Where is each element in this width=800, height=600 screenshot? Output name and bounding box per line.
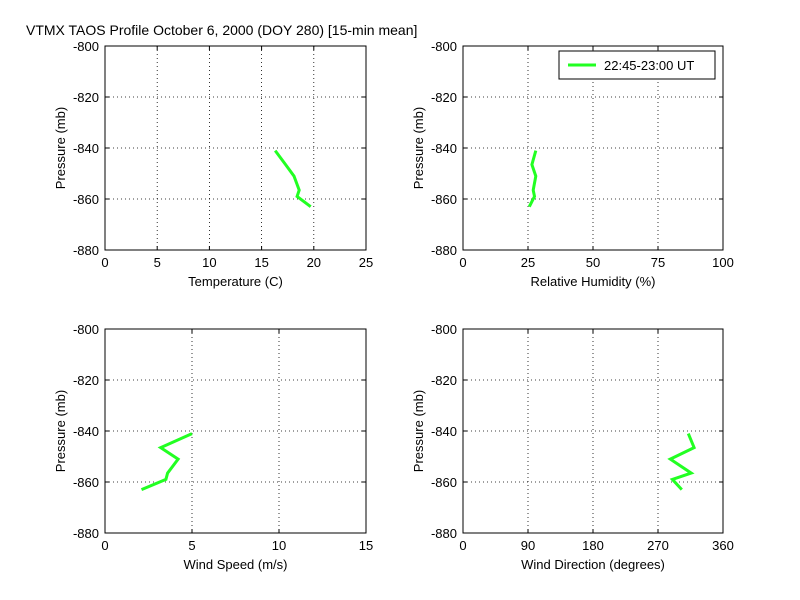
y-tick-label: -800 xyxy=(431,39,457,54)
x-tick-label: 180 xyxy=(582,538,604,553)
x-tick-label: 5 xyxy=(188,538,195,553)
y-tick-label: -880 xyxy=(73,243,99,258)
x-tick-label: 25 xyxy=(521,255,535,270)
x-tick-label: 25 xyxy=(359,255,373,270)
legend-label: 22:45-23:00 UT xyxy=(604,58,694,73)
y-axis-label: Pressure (mb) xyxy=(53,107,68,189)
y-axis-label: Pressure (mb) xyxy=(53,390,68,472)
x-tick-label: 0 xyxy=(459,538,466,553)
y-axis-label: Pressure (mb) xyxy=(411,390,426,472)
x-axis-label: Wind Direction (degrees) xyxy=(521,557,665,572)
y-tick-label: -820 xyxy=(431,373,457,388)
y-tick-label: -800 xyxy=(73,322,99,337)
x-tick-label: 100 xyxy=(712,255,734,270)
x-tick-label: 0 xyxy=(101,538,108,553)
x-axis-label: Relative Humidity (%) xyxy=(531,274,656,289)
y-tick-label: -840 xyxy=(73,141,99,156)
y-tick-label: -880 xyxy=(73,526,99,541)
plot-frame xyxy=(104,45,367,251)
y-tick-label: -860 xyxy=(431,192,457,207)
x-tick-label: 270 xyxy=(647,538,669,553)
y-tick-label: -820 xyxy=(431,90,457,105)
x-tick-label: 10 xyxy=(272,538,286,553)
y-tick-label: -880 xyxy=(431,243,457,258)
x-tick-label: 10 xyxy=(202,255,216,270)
y-tick-label: -820 xyxy=(73,373,99,388)
panel-wind-speed: 0 5 10 15 -880 -860 -840 -820 -800 Wind Speed (m/… xyxy=(53,322,373,572)
humidity-profile-line xyxy=(527,150,538,208)
figure-title: VTMX TAOS Profile October 6, 2000 (DOY 2… xyxy=(26,22,417,38)
y-tick-label: -840 xyxy=(73,424,99,439)
y-tick-label: -800 xyxy=(431,322,457,337)
x-tick-label: 90 xyxy=(521,538,535,553)
x-tick-label: 15 xyxy=(359,538,373,553)
y-axis-label: Pressure (mb) xyxy=(411,107,426,189)
plot-frame xyxy=(104,328,367,534)
wind-speed-profile-line xyxy=(140,432,193,491)
y-tick-label: -860 xyxy=(73,192,99,207)
x-axis-label: Temperature (C) xyxy=(188,274,283,289)
x-tick-label: 360 xyxy=(712,538,734,553)
x-tick-label: 0 xyxy=(459,255,466,270)
x-tick-label: 75 xyxy=(651,255,665,270)
panel-wind-direction: 0 90 180 270 360 -880 -860 -840 -820 -800 Wind Dir… xyxy=(411,322,734,572)
x-tick-label: 0 xyxy=(101,255,108,270)
y-tick-label: -860 xyxy=(73,475,99,490)
y-tick-label: -840 xyxy=(431,424,457,439)
y-tick-label: -860 xyxy=(431,475,457,490)
x-tick-label: 5 xyxy=(154,255,161,270)
x-axis-label: Wind Speed (m/s) xyxy=(183,557,287,572)
y-tick-label: -820 xyxy=(73,90,99,105)
wind-direction-profile-line xyxy=(667,433,697,491)
y-tick-label: -840 xyxy=(431,141,457,156)
x-tick-label: 50 xyxy=(586,255,600,270)
x-tick-label: 15 xyxy=(254,255,268,270)
x-tick-label: 20 xyxy=(307,255,321,270)
y-tick-label: -880 xyxy=(431,526,457,541)
panel-humidity: 0 25 50 75 100 -880 -860 -840 -820 -800 Relative H… xyxy=(411,39,734,289)
panel-temperature: 0 5 10 15 20 25 -880 -860 -840 -820 -800 Temperatur… xyxy=(53,39,373,289)
temperature-profile-line xyxy=(273,149,312,208)
y-tick-label: -800 xyxy=(73,39,99,54)
